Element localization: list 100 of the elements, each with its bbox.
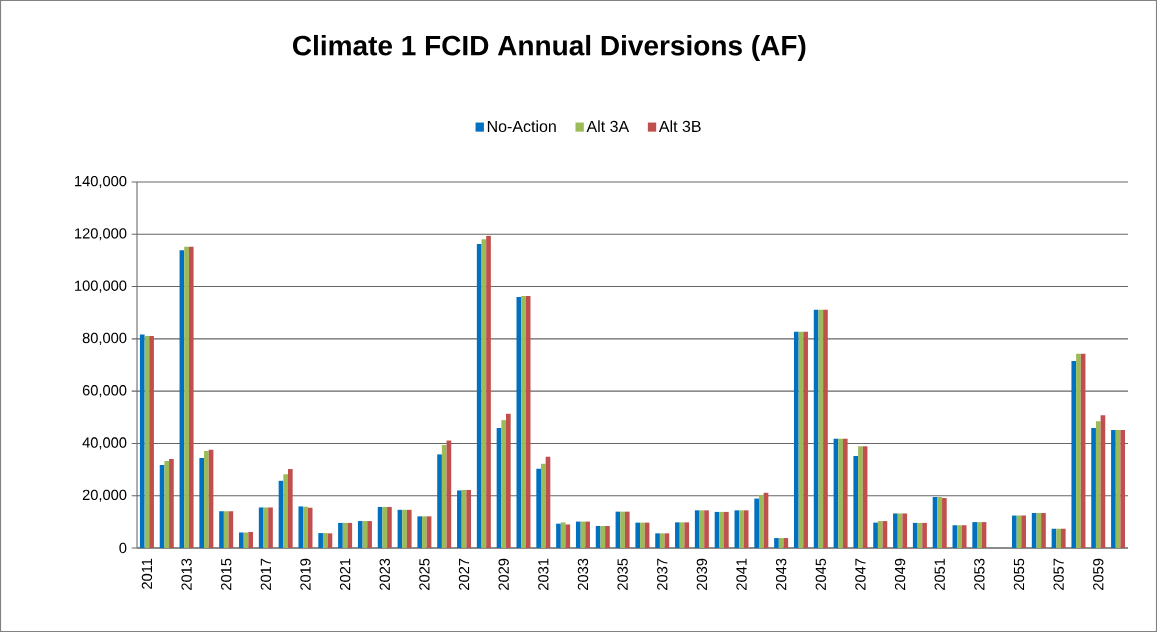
bar (357, 521, 363, 548)
bar (1076, 353, 1081, 548)
bar (1036, 512, 1042, 548)
x-tick-label: 2057 (1053, 558, 1064, 590)
bar (922, 522, 927, 548)
bar (164, 460, 170, 548)
bar (818, 309, 824, 548)
y-tick-label: 100,000 (75, 280, 127, 293)
legend-label: Alt 3B (658, 120, 701, 133)
bar (437, 454, 442, 548)
bar (417, 516, 423, 548)
x-tick-label: 2043 (775, 558, 787, 590)
bar (338, 522, 343, 548)
bar (961, 525, 967, 548)
bar (640, 522, 645, 548)
bar (838, 438, 843, 548)
bar (1011, 515, 1017, 548)
bar (169, 459, 174, 548)
x-tick-label: 2025 (419, 558, 430, 590)
x-tick-label: 2059 (1093, 558, 1104, 590)
bar (893, 513, 898, 548)
bar (268, 507, 273, 548)
x-tick-label: 2029 (498, 558, 509, 590)
bar (977, 522, 982, 548)
x-tick-label: 2033 (577, 558, 589, 590)
bar (912, 522, 918, 548)
x-tick-label: 2045 (815, 558, 826, 590)
bar (486, 235, 491, 548)
bar (684, 522, 690, 548)
bar (858, 446, 863, 548)
bar (704, 510, 709, 548)
bar (367, 521, 372, 548)
bar (188, 246, 194, 548)
bar (322, 533, 328, 548)
x-tick-label: 2041 (736, 558, 747, 590)
y-tick-label: 140,000 (75, 175, 127, 189)
bar (739, 510, 744, 548)
y-tick-label: 20,000 (82, 489, 127, 502)
bar (694, 510, 700, 548)
x-tick-label: 2013 (181, 558, 192, 590)
bar (422, 516, 427, 548)
bar (387, 506, 392, 548)
bar (957, 525, 962, 548)
bar (466, 489, 472, 548)
bar (823, 309, 828, 548)
bar (406, 509, 412, 548)
bar (1021, 515, 1026, 548)
bar (605, 526, 610, 548)
bar (620, 511, 625, 548)
x-tick-label: 2051 (934, 558, 945, 590)
bar (149, 335, 154, 548)
x-tick-label: 2021 (339, 558, 351, 590)
y-tick-label: 60,000 (82, 385, 127, 398)
x-tick-label: 2019 (300, 558, 311, 590)
x-tick-label: 2053 (974, 558, 985, 590)
bar (1060, 528, 1066, 548)
x-tick-label: 2015 (221, 558, 232, 590)
bar (600, 526, 606, 548)
bar (585, 521, 590, 548)
bar (1095, 421, 1101, 548)
bar (635, 522, 641, 548)
bar (556, 523, 561, 548)
bar (1120, 430, 1126, 548)
bar (842, 438, 848, 548)
bar (402, 509, 407, 548)
chart-title: Climate 1 FCID Annual Diversions (AF) (293, 34, 806, 62)
x-tick-label: 2055 (1013, 558, 1025, 590)
x-tick-label: 2031 (538, 558, 549, 590)
y-tick-label: 0 (119, 542, 127, 554)
bar (774, 538, 779, 548)
y-tick-label: 40,000 (82, 437, 127, 450)
bar (655, 533, 660, 548)
bar (783, 538, 789, 548)
x-tick-label: 2027 (458, 558, 470, 590)
bar (516, 297, 522, 548)
bar (877, 521, 883, 548)
bar (287, 469, 293, 548)
bar (937, 497, 943, 548)
bar (521, 295, 526, 548)
bar (476, 243, 482, 548)
bar (759, 494, 764, 548)
bar (724, 511, 729, 548)
bar (219, 511, 224, 548)
bar (184, 246, 189, 548)
bar (283, 474, 288, 548)
bar (382, 506, 388, 548)
bar (972, 522, 978, 548)
bar (1041, 512, 1046, 548)
bar (1056, 528, 1061, 548)
bar (536, 468, 541, 548)
x-tick-label: 2049 (894, 558, 906, 590)
x-tick-label: 2023 (379, 558, 390, 590)
x-tick-label: 2035 (617, 558, 628, 590)
y-tick-label: 120,000 (75, 228, 127, 241)
bar (575, 521, 581, 548)
bar (318, 533, 323, 548)
bar (853, 455, 859, 548)
legend-label: No-Action (487, 120, 556, 133)
bar (248, 532, 254, 548)
bar (793, 331, 799, 548)
